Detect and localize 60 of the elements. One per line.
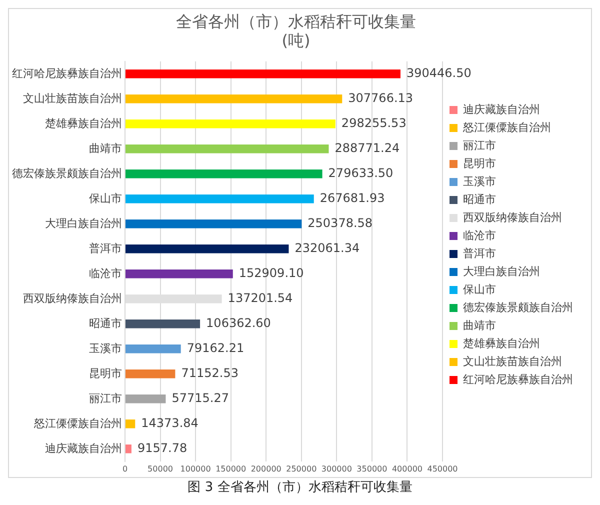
legend-label: 楚雄彝族自治州 (463, 336, 540, 350)
legend-label: 昭通市 (463, 192, 496, 206)
data-label: 298255.53 (341, 116, 406, 130)
legend-label: 临沧市 (463, 228, 496, 242)
y-tick-label: 大理白族自治州 (45, 216, 122, 230)
legend-label: 红河哈尼族彝族自治州 (463, 372, 573, 386)
y-tick-label: 西双版纳傣族自治州 (23, 292, 122, 305)
data-label: 9157.78 (137, 441, 188, 456)
caption: 图 3 全省各州（市）水稻秸秆可收集量 (186, 479, 414, 496)
data-label: 279633.50 (328, 166, 394, 180)
legend-label: 丽江市 (463, 138, 496, 152)
x-tick-label: 0 (122, 464, 128, 474)
data-label: 267681.93 (320, 191, 385, 206)
legend-label: 玉溪市 (463, 174, 496, 188)
data-label: 152909.10 (238, 266, 304, 280)
data-label: 79162.21 (186, 341, 244, 356)
x-tick-label: 450000 (427, 464, 458, 474)
x-tick-label: 350000 (356, 464, 388, 474)
legend-label: 保山市 (463, 282, 496, 296)
data-label: 390446.50 (406, 66, 472, 80)
data-label: 288771.24 (334, 141, 400, 156)
legend-label: 普洱市 (463, 246, 496, 260)
y-tick-label: 红河哈尼族彝族自治州 (12, 66, 122, 80)
y-tick-label: 文山壮族苗族自治州 (23, 92, 122, 105)
data-label: 307766.13 (348, 91, 414, 106)
x-tick-label: 50000 (148, 464, 174, 474)
y-tick-label: 昭通市 (89, 316, 122, 330)
legend-label: 西双版纳傣族自治州 (463, 210, 562, 224)
x-tick-label: 250000 (286, 464, 317, 474)
legend-label: 德宏傣族景颇族自治州 (463, 300, 573, 314)
legend-label: 昆明市 (463, 156, 496, 170)
y-tick-label: 怒江傈僳族自治州 (33, 416, 122, 430)
data-label: 14373.84 (141, 416, 198, 430)
y-tick-label: 曲靖市 (89, 142, 122, 155)
chart-title: 全省各州（市）水稻秸秆可收集量 (吨) (176, 12, 416, 50)
legend-label: 大理白族自治州 (463, 264, 540, 278)
y-tick-label: 丽江市 (89, 392, 122, 405)
legend-label: 文山壮族苗族自治州 (463, 354, 562, 368)
x-tick-label: 300000 (321, 464, 352, 474)
y-tick-label: 德宏傣族景颇族自治州 (12, 166, 122, 180)
y-tick-label: 玉溪市 (89, 342, 122, 355)
legend-label: 迪庆藏族自治州 (463, 102, 540, 116)
data-label: 137201.54 (228, 291, 293, 306)
legend-label: 怒江傈僳族自治州 (462, 120, 551, 134)
data-label: 250378.58 (308, 216, 373, 230)
y-tick-label: 迪庆藏族自治州 (45, 442, 122, 455)
data-label: 57715.27 (172, 391, 229, 406)
x-tick-label: 100000 (180, 464, 211, 474)
data-label: 232061.34 (294, 241, 360, 256)
y-tick-label: 保山市 (89, 192, 122, 205)
data-label: 106362.60 (206, 316, 271, 330)
y-tick-label: 昆明市 (89, 366, 122, 380)
legend-label: 曲靖市 (463, 318, 496, 332)
x-tick-label: 150000 (216, 464, 246, 474)
x-tick-label: 200000 (250, 464, 282, 474)
x-tick-label: 400000 (392, 464, 422, 474)
data-label: 71152.53 (181, 366, 238, 380)
y-tick-label: 普洱市 (89, 242, 122, 255)
y-tick-label: 楚雄彝族自治州 (45, 116, 122, 130)
y-tick-label: 临沧市 (89, 266, 122, 280)
